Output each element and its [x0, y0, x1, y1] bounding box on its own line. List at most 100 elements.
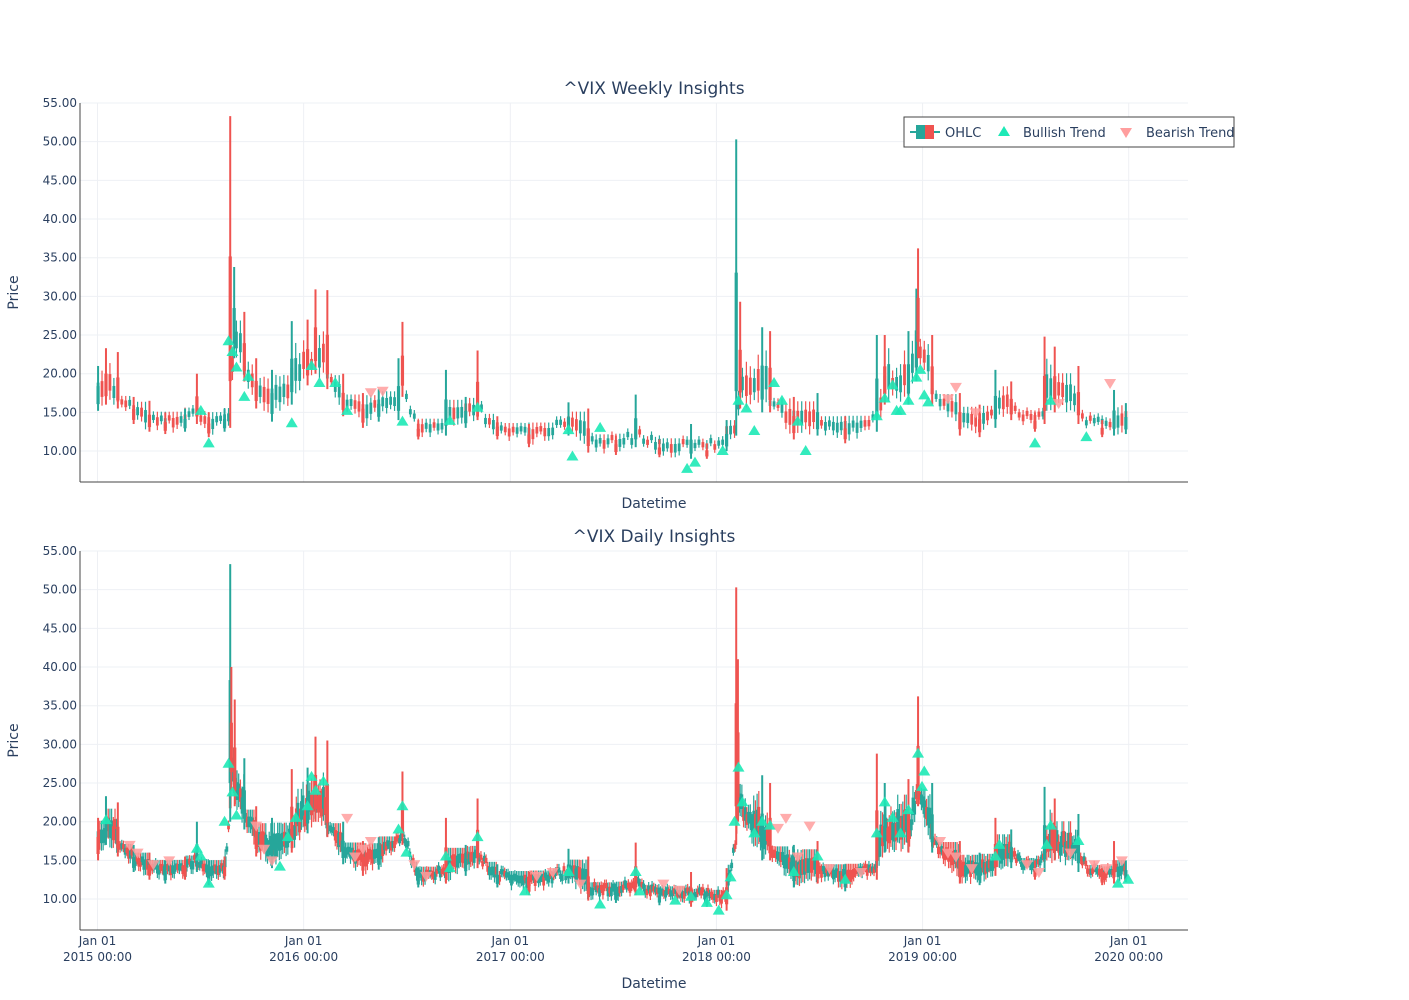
ohlc-body — [1045, 374, 1049, 398]
ohlc-spike-body — [416, 428, 420, 437]
ohlc-body — [373, 400, 377, 408]
legend-item-bearish[interactable]: Bearish Trend — [1120, 126, 1235, 141]
legend-item-ohlc[interactable]: OHLC — [910, 125, 981, 141]
ohlc-body — [101, 829, 105, 843]
ohlc-body — [1021, 862, 1025, 870]
ohlc-body — [898, 815, 901, 834]
ohlc-body — [721, 890, 725, 896]
bullish-marker — [396, 415, 409, 426]
ohlc-body — [335, 831, 339, 843]
bullish-marker — [594, 421, 607, 432]
bullish-marker — [886, 811, 899, 822]
bearish-marker — [803, 821, 816, 832]
x-tick-label-line1: Jan 01 — [697, 934, 736, 948]
ohlc-body — [674, 888, 678, 894]
ohlc-body — [1036, 859, 1040, 865]
bullish-marker — [273, 860, 286, 871]
ohlc-body — [938, 846, 942, 855]
ohlc-spike-body — [1076, 840, 1081, 864]
ohlc-body — [918, 346, 922, 359]
ohlc-body — [864, 864, 867, 870]
legend-label-bearish: Bearish Trend — [1146, 126, 1235, 141]
ohlc-body — [981, 859, 984, 868]
ohlc-body — [853, 867, 857, 875]
ohlc-body — [830, 868, 834, 875]
ohlc-body — [665, 442, 669, 449]
ohlc-body — [911, 797, 915, 816]
ohlc-body — [440, 868, 444, 875]
ohlc-body — [933, 837, 937, 843]
ohlc-spike-body — [305, 797, 310, 824]
ohlc-body — [911, 353, 914, 373]
ohlc-body — [108, 374, 112, 391]
ohlc-body — [820, 419, 823, 426]
ohlc-body — [779, 852, 783, 862]
ohlc-body — [791, 855, 795, 870]
ohlc-spike-body — [614, 892, 618, 901]
ohlc-spike-body — [495, 426, 499, 436]
ohlc-body — [135, 856, 139, 862]
bullish-marker — [222, 757, 235, 768]
ohlc-body — [962, 412, 966, 423]
ohlc-body — [954, 402, 958, 415]
ohlc-body — [542, 876, 546, 886]
ohlc-body — [238, 788, 242, 802]
ohlc-body — [218, 865, 222, 873]
bullish-marker — [1080, 431, 1093, 442]
ohlc-spike-body — [183, 866, 187, 877]
ohlc-body — [159, 863, 163, 870]
ohlc-body — [914, 790, 918, 800]
ohlc-body — [696, 889, 700, 895]
ohlc-body — [215, 865, 219, 875]
ohlc-body — [282, 383, 286, 397]
ohlc-body — [654, 441, 657, 450]
ohlc-body — [826, 869, 830, 877]
ohlc-body — [1008, 841, 1011, 853]
ohlc-body — [703, 893, 706, 900]
bullish-marker — [728, 815, 741, 826]
ohlc-spike-body — [1053, 376, 1057, 403]
ohlc-body — [620, 886, 623, 893]
ohlc-spike-body — [475, 829, 480, 858]
ohlc-body — [393, 397, 396, 407]
ohlc-body — [266, 388, 270, 404]
weekly-bullish-markers — [194, 335, 1093, 473]
ohlc-body — [266, 845, 269, 858]
bearish-marker — [1052, 399, 1065, 410]
bullish-marker — [471, 401, 484, 412]
bullish-marker — [281, 831, 294, 842]
bullish-marker — [1072, 835, 1085, 846]
ohlc-spike-body — [734, 272, 738, 392]
ohlc-body — [610, 887, 613, 897]
ohlc-body — [142, 859, 146, 870]
bearish-marker — [855, 867, 868, 878]
ohlc-body — [1094, 866, 1098, 873]
bearish-marker — [1100, 864, 1113, 875]
ohlc-body — [433, 871, 437, 880]
ohlc-body — [328, 825, 332, 831]
ohlc-spike-body — [657, 447, 662, 455]
ohlc-body — [618, 886, 622, 894]
ohlc-body — [113, 819, 117, 835]
ohlc-body — [388, 841, 391, 849]
ohlc-body — [697, 439, 701, 445]
ohlc-body — [821, 865, 825, 872]
ohlc-body — [938, 398, 942, 407]
ohlc-spike-body — [147, 864, 152, 876]
ohlc-body — [1121, 863, 1125, 869]
ohlc-body — [764, 365, 768, 390]
ohlc-body — [274, 843, 278, 857]
ohlc-body — [803, 859, 806, 875]
bullish-marker — [1028, 437, 1041, 448]
ohlc-body — [258, 385, 262, 397]
ohlc-spike-body — [233, 747, 237, 791]
bullish-marker — [685, 890, 698, 901]
ohlc-body — [278, 386, 282, 403]
ohlc-body — [604, 882, 608, 889]
ohlc-body — [145, 859, 149, 870]
legend-item-bullish[interactable]: Bullish Trend — [998, 126, 1106, 141]
y-tick-label: 35.00 — [43, 699, 77, 713]
bullish-marker — [878, 392, 891, 403]
ohlc-spike-body — [207, 871, 211, 882]
